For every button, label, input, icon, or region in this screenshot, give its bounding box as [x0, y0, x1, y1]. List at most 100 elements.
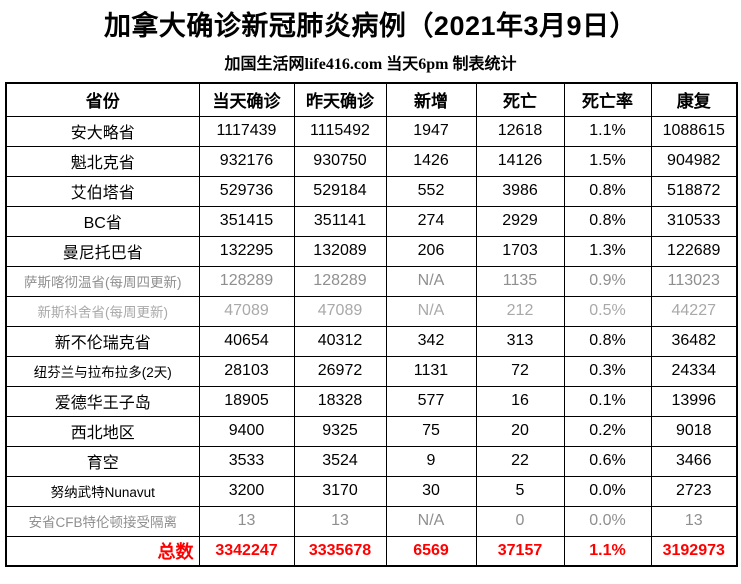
value-cell: 9400 — [198, 415, 295, 447]
value-cell: 932176 — [198, 145, 295, 177]
column-header: 康复 — [650, 82, 738, 117]
value-cell: 2723 — [650, 475, 738, 507]
table-row: 萨斯喀彻温省(每周四更新) 128289 128289 N/A 1135 0.9% 1130… — [5, 265, 738, 297]
total-value-cell: 3342247 — [198, 535, 295, 567]
value-cell: 24334 — [650, 355, 738, 387]
value-cell: 0.0% — [563, 475, 652, 507]
page-subtitle: 加国生活网life416.com 当天6pm 制表统计 — [224, 56, 517, 73]
province-cell: 魁北克省 — [5, 145, 200, 177]
value-cell: 28103 — [198, 355, 295, 387]
table-row: 新斯科舍省(每周更新) 47089 47089 N/A 212 0.5% 44227 — [5, 295, 738, 327]
value-cell: 14126 — [475, 145, 565, 177]
province-cell: 安省CFB特伦顿接受隔离 — [5, 505, 200, 537]
value-cell: N/A — [385, 295, 477, 327]
value-cell: 1115492 — [293, 115, 387, 147]
value-cell: 1.3% — [563, 235, 652, 267]
value-cell: 1131 — [385, 355, 477, 387]
value-cell: 904982 — [650, 145, 738, 177]
table-row: 魁北克省 932176 930750 1426 14126 1.5% 904982 — [5, 145, 738, 177]
value-cell: 128289 — [198, 265, 295, 297]
value-cell: 5 — [475, 475, 565, 507]
value-cell: 0.8% — [563, 325, 652, 357]
value-cell: 36482 — [650, 325, 738, 357]
value-cell: 12618 — [475, 115, 565, 147]
column-header: 死亡 — [475, 82, 565, 117]
column-header: 当天确诊 — [198, 82, 295, 117]
value-cell: 0.3% — [563, 355, 652, 387]
value-cell: 930750 — [293, 145, 387, 177]
value-cell: 0.0% — [563, 505, 652, 537]
table-row: 爱德华王子岛 18905 18328 577 16 0.1% 13996 — [5, 385, 738, 417]
value-cell: 3524 — [293, 445, 387, 477]
table-row: 安省CFB特伦顿接受隔离 13 13 N/A 0 0.0% 13 — [5, 505, 738, 537]
value-cell: 30 — [385, 475, 477, 507]
value-cell: 75 — [385, 415, 477, 447]
total-label-cell: 总数 — [5, 535, 200, 567]
value-cell: 1947 — [385, 115, 477, 147]
total-value-cell: 1.1% — [563, 535, 652, 567]
province-cell: 新不伦瑞克省 — [5, 325, 200, 357]
value-cell: 212 — [475, 295, 565, 327]
value-cell: 40654 — [198, 325, 295, 357]
covid-stats-table: 省份 当天确诊 昨天确诊 新增 死亡 死亡率 康复 安大略省 1117439 1115492 19… — [5, 82, 738, 567]
value-cell: 72 — [475, 355, 565, 387]
value-cell: 0.5% — [563, 295, 652, 327]
province-cell: 育空 — [5, 445, 200, 477]
value-cell: 40312 — [293, 325, 387, 357]
province-cell: 爱德华王子岛 — [5, 385, 200, 417]
value-cell: 13 — [198, 505, 295, 537]
value-cell: 529736 — [198, 175, 295, 207]
value-cell: 3533 — [198, 445, 295, 477]
value-cell: 3200 — [198, 475, 295, 507]
value-cell: 47089 — [293, 295, 387, 327]
total-value-cell: 3335678 — [293, 535, 387, 567]
value-cell: 9325 — [293, 415, 387, 447]
value-cell: 13 — [293, 505, 387, 537]
value-cell: N/A — [385, 505, 477, 537]
column-header: 省份 — [5, 82, 200, 117]
value-cell: 529184 — [293, 175, 387, 207]
value-cell: 13996 — [650, 385, 738, 417]
province-cell: 努纳武特Nunavut — [5, 475, 200, 507]
value-cell: 13 — [650, 505, 738, 537]
value-cell: 9018 — [650, 415, 738, 447]
province-cell: 萨斯喀彻温省(每周四更新) — [5, 265, 200, 297]
value-cell: 16 — [475, 385, 565, 417]
value-cell: 518872 — [650, 175, 738, 207]
table-row: BC省 351415 351141 274 2929 0.8% 310533 — [5, 205, 738, 237]
province-cell: 纽芬兰与拉布拉多(2天) — [5, 355, 200, 387]
province-cell: BC省 — [5, 205, 200, 237]
province-cell: 西北地区 — [5, 415, 200, 447]
value-cell: 132295 — [198, 235, 295, 267]
value-cell: 122689 — [650, 235, 738, 267]
value-cell: 132089 — [293, 235, 387, 267]
value-cell: 18328 — [293, 385, 387, 417]
table-row: 艾伯塔省 529736 529184 552 3986 0.8% 518872 — [5, 175, 738, 207]
value-cell: 26972 — [293, 355, 387, 387]
value-cell: 128289 — [293, 265, 387, 297]
value-cell: 351415 — [198, 205, 295, 237]
table-row: 安大略省 1117439 1115492 1947 12618 1.1% 1088615 — [5, 115, 738, 147]
total-value-cell: 37157 — [475, 535, 565, 567]
value-cell: 1426 — [385, 145, 477, 177]
value-cell: 552 — [385, 175, 477, 207]
table-row: 西北地区 9400 9325 75 20 0.2% 9018 — [5, 415, 738, 447]
value-cell: 3170 — [293, 475, 387, 507]
table-row: 新不伦瑞克省 40654 40312 342 313 0.8% 36482 — [5, 325, 738, 357]
value-cell: 310533 — [650, 205, 738, 237]
table-row: 努纳武特Nunavut 3200 3170 30 5 0.0% 2723 — [5, 475, 738, 507]
total-value-cell: 6569 — [385, 535, 477, 567]
column-header: 昨天确诊 — [293, 82, 387, 117]
province-cell: 艾伯塔省 — [5, 175, 200, 207]
value-cell: 113023 — [650, 265, 738, 297]
value-cell: 1703 — [475, 235, 565, 267]
value-cell: N/A — [385, 265, 477, 297]
value-cell: 9 — [385, 445, 477, 477]
total-value-cell: 3192973 — [650, 535, 738, 567]
column-header: 新增 — [385, 82, 477, 117]
table-body: 安大略省 1117439 1115492 1947 12618 1.1% 1088615 魁北… — [5, 115, 738, 567]
value-cell: 20 — [475, 415, 565, 447]
table-row: 曼尼托巴省 132295 132089 206 1703 1.3% 122689 — [5, 235, 738, 267]
value-cell: 313 — [475, 325, 565, 357]
province-cell: 安大略省 — [5, 115, 200, 147]
